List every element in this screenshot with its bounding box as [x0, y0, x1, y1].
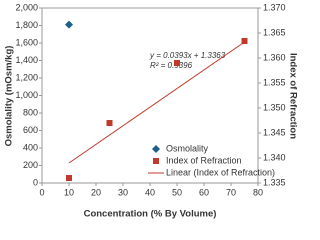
point [241, 38, 248, 44]
x-tick-label: 30 [118, 187, 128, 197]
legend-swatch [153, 158, 159, 164]
y2-tick-label: 1.360 [263, 52, 286, 62]
y-tick-label: 1,600 [15, 37, 38, 47]
y2-tick-label: 1.350 [263, 102, 286, 112]
legend-label: Linear (Index of Refraction) [166, 167, 275, 177]
y-tick-label: 0 [33, 177, 38, 187]
x-tick-label: 80 [253, 187, 263, 197]
page: Concentration (% By Volume) Osmolality (… [3, 2, 299, 220]
point [65, 20, 73, 29]
annotation: y = 0.0393x + 1.3363 [149, 51, 226, 60]
point [66, 175, 72, 181]
legend-label: Index of Refraction [166, 155, 242, 165]
y2-tick-label: 1.355 [263, 77, 286, 87]
x-tick-label: 20 [91, 187, 101, 197]
y-tick-label: 600 [23, 125, 38, 135]
y2-tick-label: 1.365 [263, 27, 286, 37]
x-tick-label: 0 [39, 187, 44, 197]
plot-area [41, 7, 259, 184]
x-tick-label: 10 [64, 187, 74, 197]
x-tick-label: 40 [145, 187, 155, 197]
legend-label: Osmolality [166, 143, 209, 153]
x-tick-label: 50 [172, 187, 182, 197]
y2-tick-label: 1.335 [263, 177, 286, 187]
y2-axis-title: Index of Refraction [287, 53, 298, 139]
trend-line [68, 41, 245, 164]
y-tick-label: 2,000 [15, 2, 38, 12]
legend-swatch [152, 145, 160, 153]
chart: Concentration (% By Volume) Osmolality (… [4, 2, 299, 220]
y-tick-label: 1,800 [15, 20, 38, 30]
y-tick-label: 1,200 [15, 72, 38, 82]
y2-tick-label: 1.345 [263, 127, 286, 137]
y-tick-label: 800 [23, 107, 38, 117]
y-tick-label: 1,000 [15, 90, 38, 100]
x-tick-label: 60 [199, 187, 209, 197]
point [106, 120, 113, 126]
y-axis-title: Osmolality (mOsm/kg) [4, 46, 15, 147]
point [174, 60, 180, 66]
y-tick-label: 200 [23, 160, 38, 170]
y2-tick-label: 1.370 [263, 2, 286, 12]
y-tick-label: 1,400 [15, 55, 38, 65]
x-tick-label: 70 [226, 187, 236, 197]
annotation: R² = 0.9396 [150, 61, 193, 70]
x-axis-title: Concentration (% By Volume) [84, 209, 217, 220]
y-tick-label: 400 [23, 142, 38, 152]
y2-tick-label: 1.340 [263, 152, 286, 162]
